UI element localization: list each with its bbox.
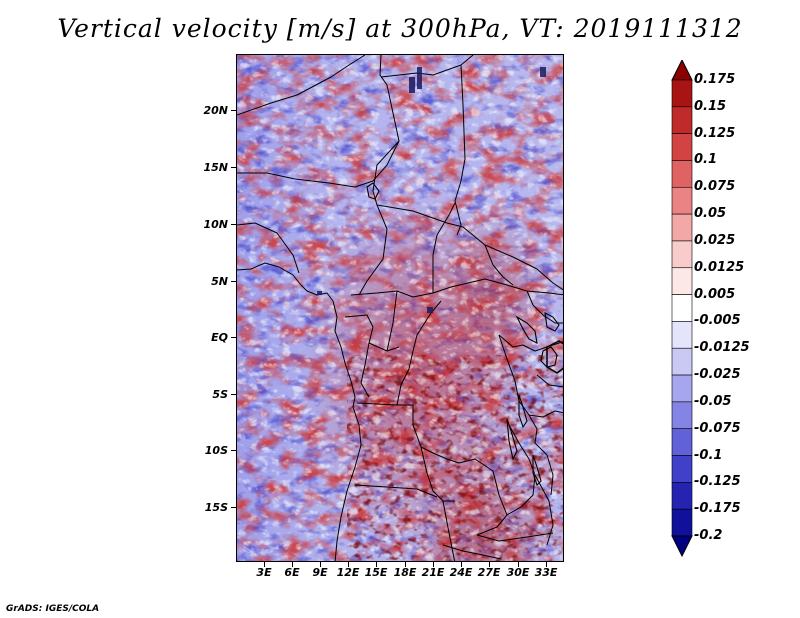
lat-label-10n: 10N bbox=[203, 218, 228, 231]
x-tick bbox=[489, 562, 490, 567]
lon-label-9e: 9E bbox=[312, 566, 328, 579]
footer-credit: GrADS: IGES/COLA bbox=[6, 604, 100, 614]
colorbar-label: 0.15 bbox=[694, 98, 727, 114]
colorbar-label: 0.125 bbox=[694, 125, 736, 141]
colorbar-label: -0.1 bbox=[694, 447, 723, 463]
eastern-rift-dark-features bbox=[317, 67, 546, 313]
colorbar-label: -0.125 bbox=[694, 474, 741, 490]
y-tick bbox=[231, 167, 236, 168]
lat-label-eq: EQ bbox=[211, 331, 228, 344]
vertical-velocity-map bbox=[236, 54, 564, 562]
lon-label-30e: 30E bbox=[506, 566, 530, 579]
lon-label-33e: 33E bbox=[534, 566, 558, 579]
map-field bbox=[237, 55, 563, 561]
colorbar bbox=[671, 60, 693, 558]
colorbar-label: 0.025 bbox=[694, 232, 736, 248]
lakes bbox=[366, 182, 560, 487]
colorbar-label: 0.1 bbox=[694, 152, 718, 168]
colorbar-box bbox=[671, 106, 693, 134]
lon-label-18e: 18E bbox=[393, 566, 417, 579]
lat-label-10s: 10S bbox=[204, 444, 228, 457]
colorbar-bottom-arrow bbox=[671, 535, 693, 558]
lon-label-12e: 12E bbox=[336, 566, 360, 579]
colorbar-box bbox=[671, 267, 693, 295]
colorbar-label: 0.0125 bbox=[694, 259, 745, 275]
x-tick bbox=[546, 562, 547, 567]
y-tick bbox=[231, 337, 236, 338]
lake-victoria bbox=[546, 340, 563, 374]
colorbar-box bbox=[671, 133, 693, 161]
y-tick bbox=[231, 224, 236, 225]
colorbar-label: -0.2 bbox=[694, 528, 723, 543]
x-tick bbox=[264, 562, 265, 567]
colorbar-label: 0.175 bbox=[694, 72, 736, 87]
x-tick bbox=[518, 562, 519, 567]
lon-label-27e: 27E bbox=[477, 566, 501, 579]
country-borders bbox=[237, 55, 563, 561]
lat-label-15n: 15N bbox=[203, 161, 228, 174]
colorbar-box bbox=[671, 347, 693, 376]
page-title: Vertical velocity [m/s] at 300hPa, VT: 2… bbox=[57, 14, 743, 43]
colorbar-box bbox=[671, 240, 693, 269]
colorbar-box bbox=[671, 508, 693, 537]
colorbar-box bbox=[671, 482, 693, 510]
colorbar-label: -0.075 bbox=[694, 420, 741, 436]
colorbar-label: 0.05 bbox=[694, 206, 727, 222]
x-tick bbox=[405, 562, 406, 567]
lon-label-21e: 21E bbox=[421, 566, 445, 579]
colorbar-box bbox=[671, 428, 693, 456]
y-tick bbox=[231, 110, 236, 111]
lat-label-15s: 15S bbox=[204, 501, 228, 514]
colorbar-box bbox=[671, 186, 693, 215]
colorbar-box bbox=[671, 294, 693, 322]
colorbar-label: -0.0125 bbox=[694, 340, 750, 356]
x-tick bbox=[376, 562, 377, 567]
lon-label-24e: 24E bbox=[449, 566, 473, 579]
colorbar-box bbox=[671, 160, 693, 188]
lon-label-15e: 15E bbox=[364, 566, 388, 579]
x-tick bbox=[292, 562, 293, 567]
lat-label-20n: 20N bbox=[203, 104, 228, 117]
colorbar-label: -0.175 bbox=[694, 501, 741, 517]
y-tick bbox=[231, 281, 236, 282]
y-tick bbox=[231, 450, 236, 451]
colorbar-box bbox=[671, 374, 693, 403]
colorbar-label: 0.075 bbox=[694, 179, 736, 195]
colorbar-box bbox=[671, 321, 693, 349]
x-tick bbox=[320, 562, 321, 567]
x-tick bbox=[461, 562, 462, 567]
y-tick bbox=[231, 394, 236, 395]
colorbar-label: -0.005 bbox=[694, 313, 741, 329]
colorbar-box bbox=[671, 213, 693, 242]
x-tick bbox=[348, 562, 349, 567]
lat-label-5n: 5N bbox=[211, 275, 228, 288]
lat-label-5s: 5S bbox=[212, 388, 228, 401]
colorbar-box bbox=[671, 79, 693, 108]
lon-label-6e: 6E bbox=[284, 566, 300, 579]
colorbar-box bbox=[671, 401, 693, 430]
colorbar-label: -0.025 bbox=[694, 367, 741, 383]
colorbar-label: -0.05 bbox=[694, 393, 732, 409]
y-tick bbox=[231, 507, 236, 508]
colorbar-label: 0.005 bbox=[694, 286, 736, 302]
x-tick bbox=[433, 562, 434, 567]
lon-label-3e: 3E bbox=[256, 566, 272, 579]
colorbar-top-arrow bbox=[671, 60, 693, 81]
colorbar-box bbox=[671, 455, 693, 483]
